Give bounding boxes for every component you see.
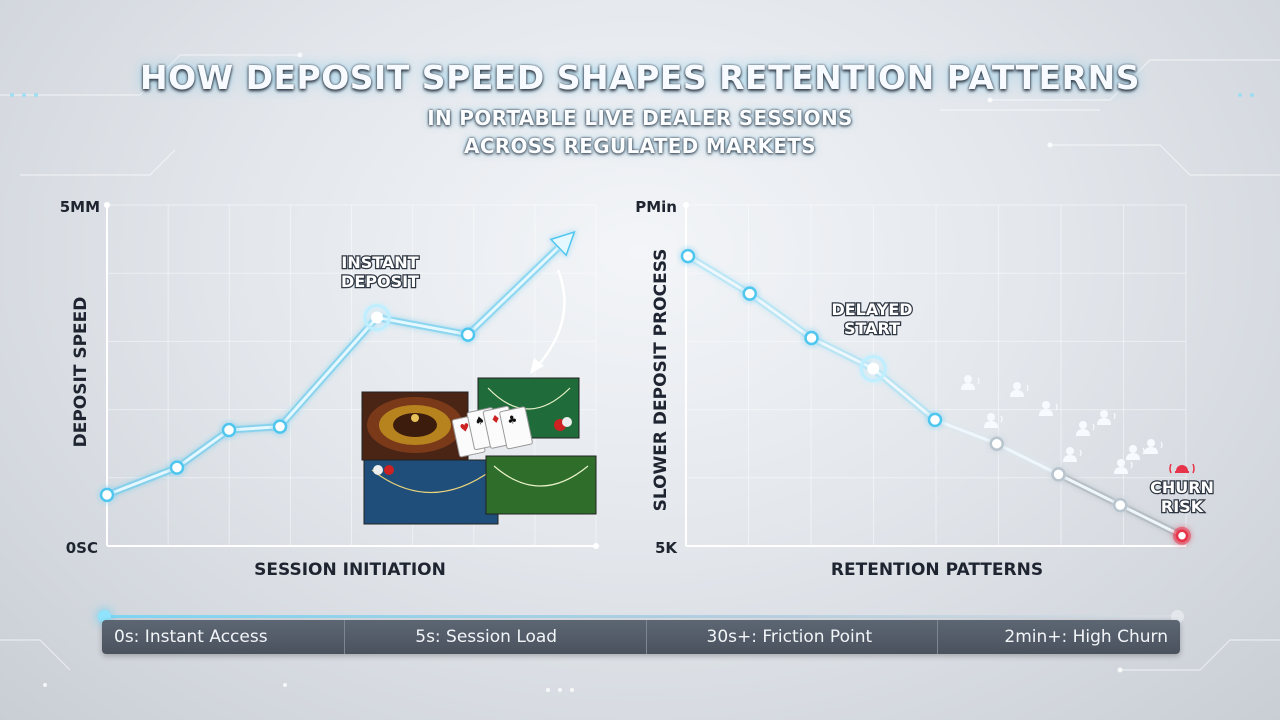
timeline-track <box>104 615 1178 618</box>
chart-1: 5MM 0SC DEPOSIT SPEED SESSION INITIATION… <box>60 198 599 580</box>
chart-1-point <box>272 419 288 434</box>
chart-1-point <box>221 422 237 438</box>
chart-2-line <box>934 418 998 446</box>
timeline-item: 0s: Instant Access <box>114 627 268 647</box>
timeline-bar: 0s: Instant Access 5s: Session Load 30s+… <box>102 620 1180 654</box>
subtitle-line-2: ACROSS REGULATED MARKETS <box>464 134 816 158</box>
user-leaving-icons <box>961 375 1163 474</box>
chart-1-point <box>371 311 383 324</box>
chart-1-series <box>99 230 576 503</box>
subtitle-line-1: IN PORTABLE LIVE DEALER SESSIONS <box>427 106 853 130</box>
user-icon <box>1097 410 1116 425</box>
chart-2-line <box>810 336 874 371</box>
user-icon <box>1126 445 1145 460</box>
chart-2: PMin 5K SLOWER DEPOSIT PROCESS RETENTION… <box>635 198 1215 580</box>
chart-1-point <box>169 460 185 475</box>
curved-arrow-icon <box>535 269 566 369</box>
user-icon <box>1114 459 1133 474</box>
user-icon <box>1063 447 1082 462</box>
chart-2-annotation-4: RISK <box>1161 497 1204 516</box>
user-icon <box>1010 382 1029 397</box>
user-icon <box>984 413 1003 428</box>
chart-2-point <box>989 436 1004 451</box>
svg-text:♠: ♠ <box>474 413 486 428</box>
chart-2-point <box>1113 497 1128 513</box>
user-icon <box>1039 401 1058 416</box>
chart-2-line <box>996 442 1060 476</box>
svg-text:♣: ♣ <box>506 413 518 428</box>
chart-2-line <box>1119 503 1183 538</box>
chart-1-y-top-label: 5MM <box>60 198 100 216</box>
chart-2-point <box>804 330 819 346</box>
chart-2-annotation-2: START <box>844 319 900 338</box>
chart-1-highlight-point <box>363 304 391 332</box>
svg-text:♦: ♦ <box>490 412 502 427</box>
chart-1-point <box>460 327 476 342</box>
chart-1-y-axis-cap <box>104 202 110 208</box>
chart-2-line <box>1057 473 1121 507</box>
chart-2-point <box>927 412 943 428</box>
chart-2-line <box>748 292 813 340</box>
chart-1-point <box>99 487 115 503</box>
timeline-item: 30s+: Friction Point <box>645 620 937 654</box>
chart-2-highlight-point <box>859 355 887 383</box>
chart-2-annotation-3: CHURN <box>1150 478 1214 497</box>
timeline-item: 5s: Session Load <box>344 620 645 654</box>
chart-2-y-label: SLOWER DEPOSIT PROCESS <box>651 249 671 512</box>
live-dealer-tables-icon: ♥ ♠ ♦ ♣ <box>361 377 597 525</box>
chart-1-arrow-head <box>549 230 576 257</box>
chart-2-x-label: RETENTION PATTERNS <box>831 560 1043 580</box>
chart-2-point <box>1051 467 1066 482</box>
curved-arrow-head-icon <box>530 358 544 374</box>
chart-2-point <box>680 248 696 264</box>
alarm-icon <box>1169 463 1195 474</box>
chart-1-y-bottom-label: 0SC <box>66 539 98 557</box>
chart-2-point <box>742 286 757 301</box>
chart-2-y-bottom-label: 5K <box>655 539 678 557</box>
user-icon <box>1144 439 1163 454</box>
timeline-item: 2min+: High Churn <box>936 620 1180 654</box>
chart-2-annotation-1: DELAYED <box>831 300 912 319</box>
svg-text:♥: ♥ <box>459 421 471 436</box>
chart-2-line <box>687 254 751 295</box>
chart-2-y-axis-cap <box>683 202 689 208</box>
chart-2-series <box>680 248 1191 545</box>
chart-2-churn-point <box>1175 529 1189 543</box>
timeline-start-dot <box>98 610 111 623</box>
chart-1-grid <box>107 204 597 546</box>
chart-1-annotation-1: INSTANT <box>341 253 418 272</box>
chart-1-x-axis-cap <box>593 543 599 549</box>
page-title: HOW DEPOSIT SPEED SHAPES RETENTION PATTE… <box>140 58 1140 97</box>
chart-1-annotation-2: DEPOSIT <box>341 272 419 291</box>
chart-1-y-label: DEPOSIT SPEED <box>71 297 91 448</box>
timeline-end-dot <box>1171 610 1184 623</box>
chart-2-point <box>867 362 880 375</box>
user-icon <box>961 375 980 390</box>
chart-2-grid <box>686 204 1187 546</box>
chart-2-y-top-label: PMin <box>635 198 677 216</box>
user-icon <box>1076 421 1095 436</box>
chart-1-x-label: SESSION INITIATION <box>254 560 446 580</box>
